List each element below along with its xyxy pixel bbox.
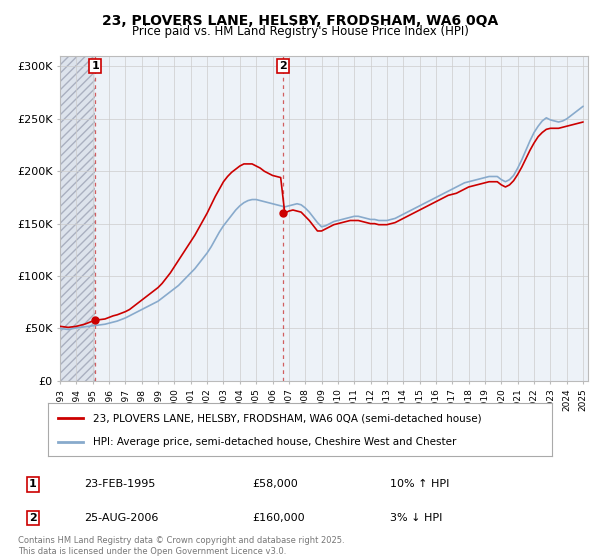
Text: 2: 2 bbox=[279, 61, 287, 71]
Text: 1: 1 bbox=[29, 479, 37, 489]
Text: 1: 1 bbox=[91, 61, 99, 71]
Text: 2: 2 bbox=[29, 513, 37, 523]
Text: 10% ↑ HPI: 10% ↑ HPI bbox=[390, 479, 449, 489]
Text: 25-AUG-2006: 25-AUG-2006 bbox=[84, 513, 158, 523]
Text: 23, PLOVERS LANE, HELSBY, FRODSHAM, WA6 0QA (semi-detached house): 23, PLOVERS LANE, HELSBY, FRODSHAM, WA6 … bbox=[94, 413, 482, 423]
Text: HPI: Average price, semi-detached house, Cheshire West and Chester: HPI: Average price, semi-detached house,… bbox=[94, 436, 457, 446]
Bar bbox=[60, 56, 95, 381]
Text: Price paid vs. HM Land Registry's House Price Index (HPI): Price paid vs. HM Land Registry's House … bbox=[131, 25, 469, 38]
Text: 3% ↓ HPI: 3% ↓ HPI bbox=[390, 513, 442, 523]
Text: 23, PLOVERS LANE, HELSBY, FRODSHAM, WA6 0QA: 23, PLOVERS LANE, HELSBY, FRODSHAM, WA6 … bbox=[102, 14, 498, 28]
Text: £58,000: £58,000 bbox=[252, 479, 298, 489]
Text: 23-FEB-1995: 23-FEB-1995 bbox=[84, 479, 155, 489]
Text: £160,000: £160,000 bbox=[252, 513, 305, 523]
Text: Contains HM Land Registry data © Crown copyright and database right 2025.
This d: Contains HM Land Registry data © Crown c… bbox=[18, 536, 344, 556]
